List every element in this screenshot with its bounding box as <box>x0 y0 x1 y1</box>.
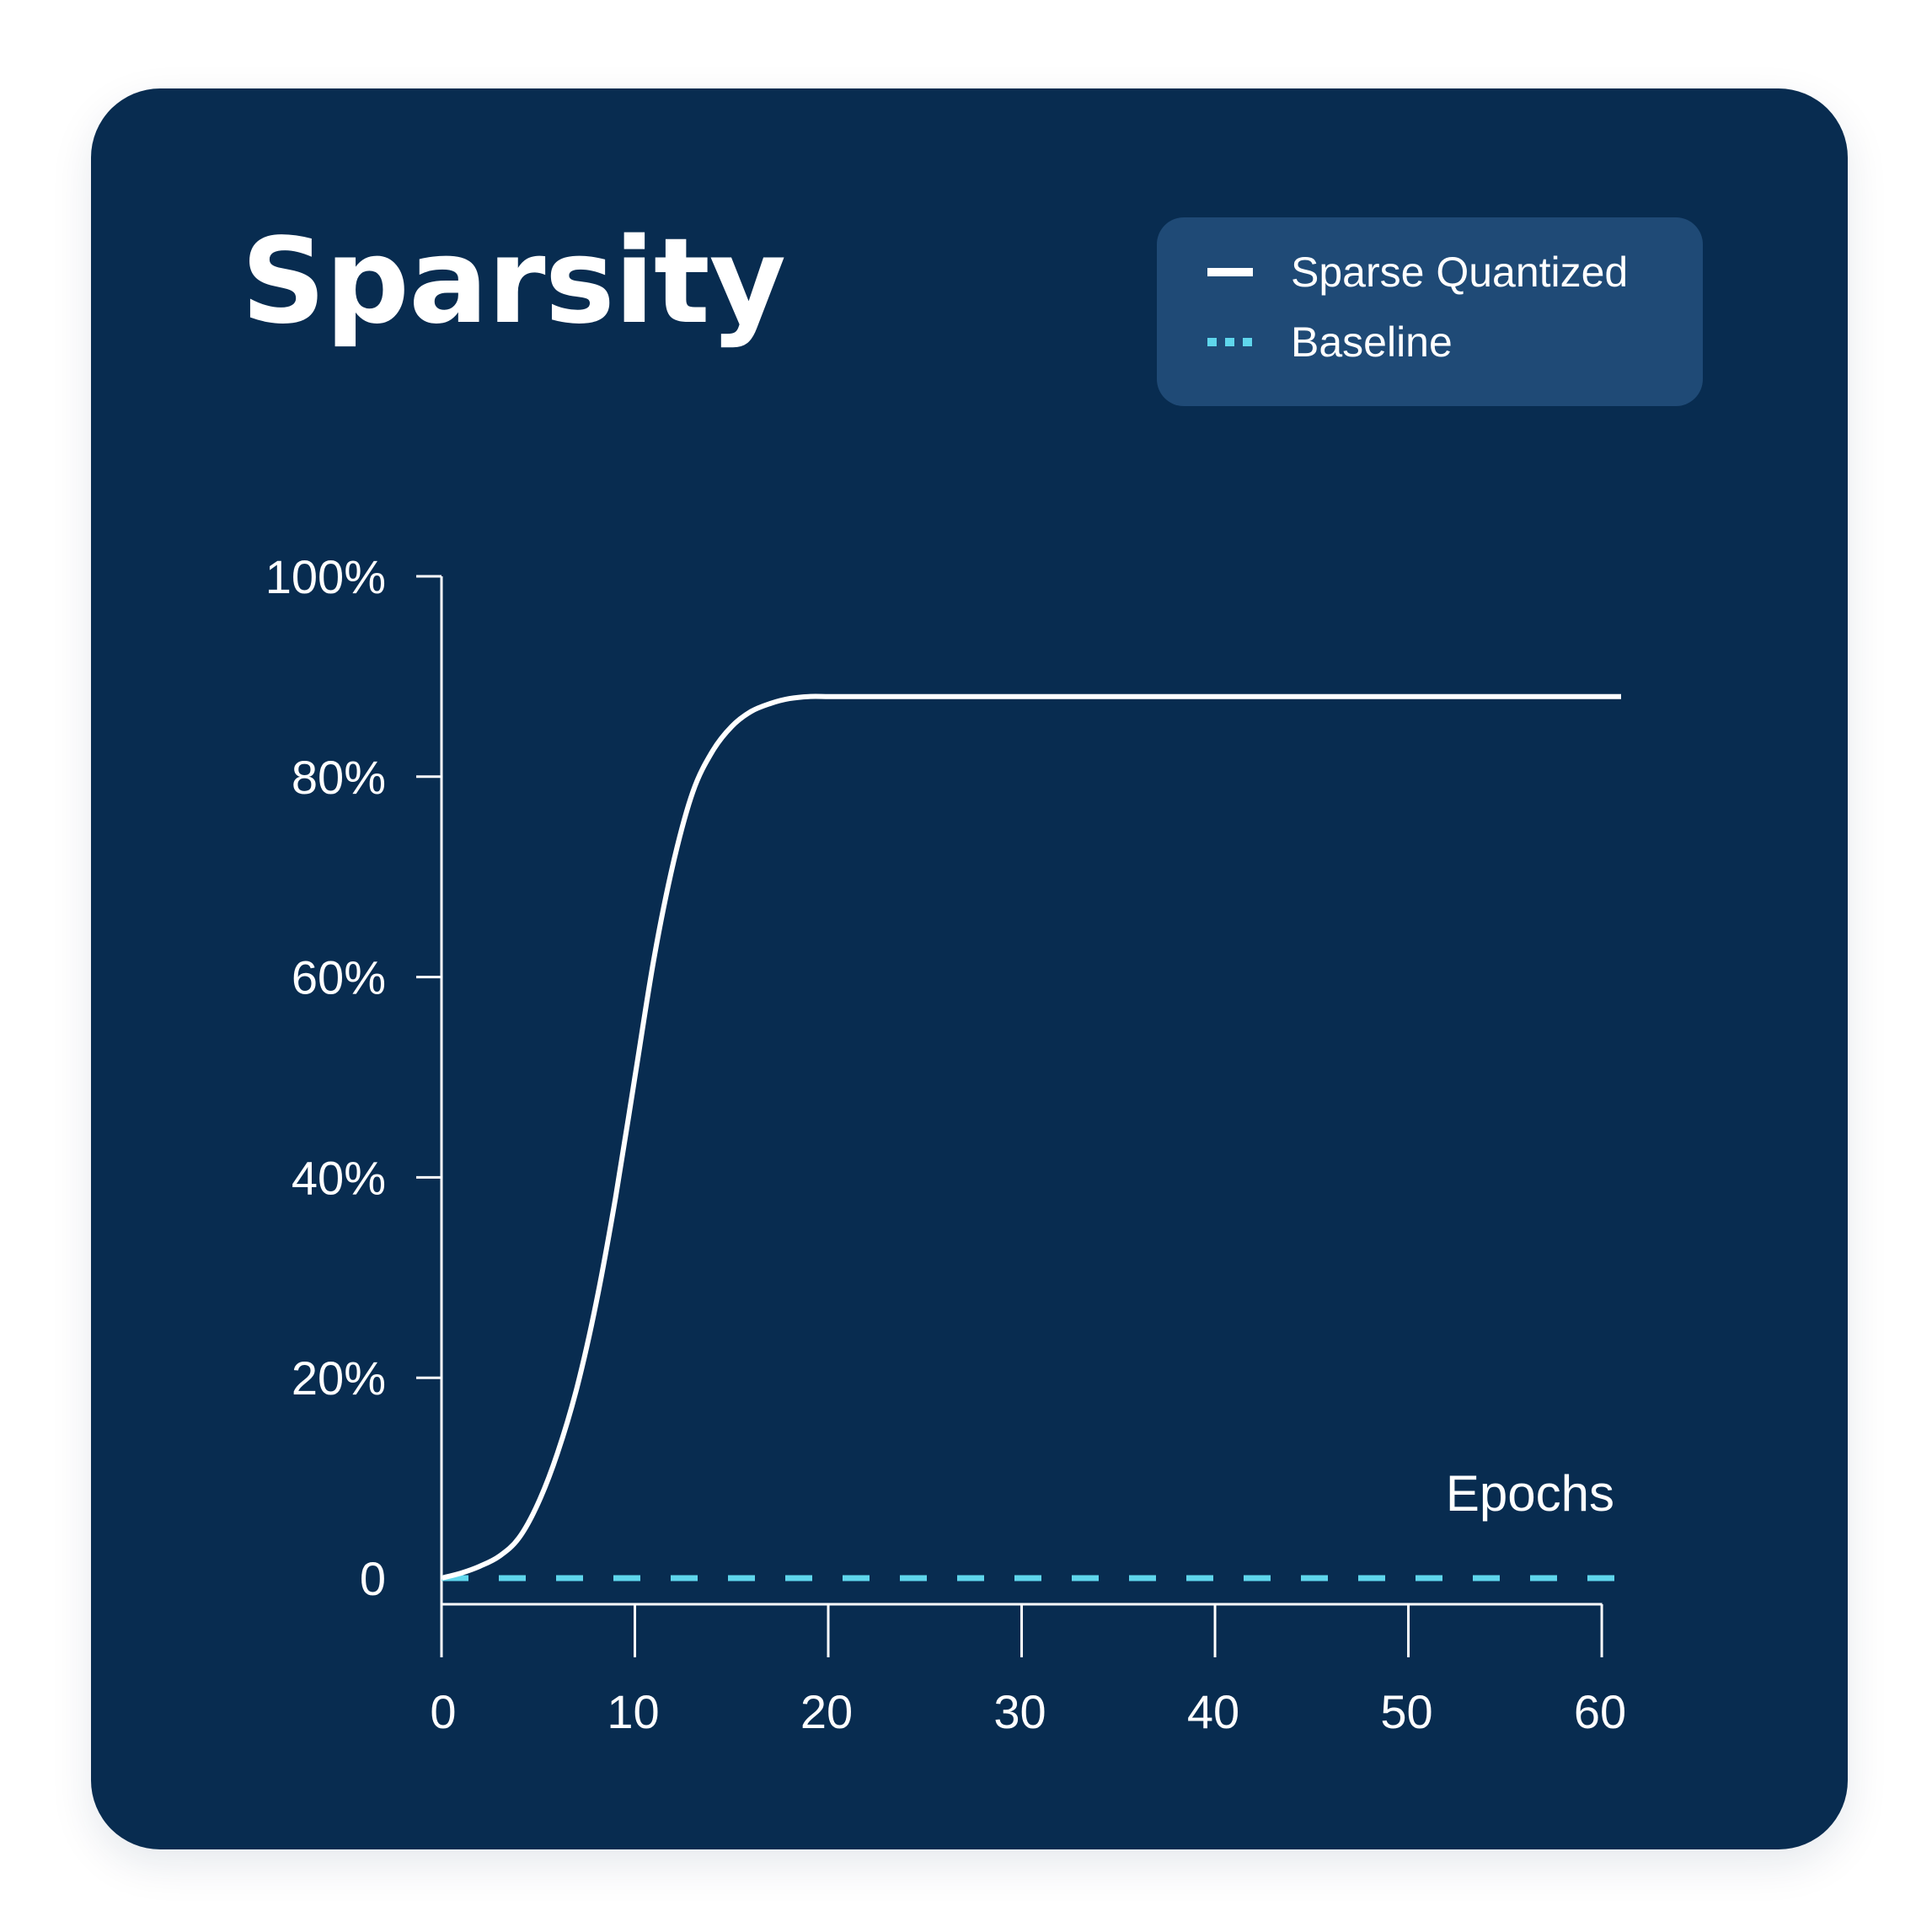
series-line-sparse-quantized <box>441 693 1622 1581</box>
x-tick-label: 30 <box>993 1685 1046 1738</box>
y-tick-label: 60% <box>292 951 386 1004</box>
legend-swatch-solid-line <box>1207 268 1253 276</box>
x-tick-label: 10 <box>607 1685 659 1738</box>
y-tick-label: 20% <box>292 1351 386 1405</box>
x-tick-label: 50 <box>1380 1685 1432 1738</box>
y-tick-label: 0 <box>360 1552 386 1605</box>
line-chart: 0 20% 40% 60% 80% 100% 0 10 20 30 40 50 60 Epochs <box>265 550 1626 1738</box>
x-tick-label: 40 <box>1187 1685 1239 1738</box>
y-tick-label: 100% <box>265 550 386 603</box>
x-tick-label: 20 <box>800 1685 853 1738</box>
x-axis-label: Epochs <box>1446 1465 1614 1522</box>
legend-item-sparse-quantized: Sparse Quantized <box>1207 247 1628 297</box>
chart-title: Sparsity <box>241 213 786 351</box>
legend: Sparse Quantized Baseline <box>1157 217 1703 406</box>
x-tick-label: 0 <box>430 1685 456 1738</box>
series-layer <box>441 693 1622 1581</box>
x-tick-label: 60 <box>1574 1685 1626 1738</box>
legend-label: Baseline <box>1291 318 1453 366</box>
y-tick-label: 40% <box>292 1151 386 1204</box>
legend-swatch-dotted-line <box>1207 338 1253 346</box>
y-tick-label: 80% <box>292 751 386 804</box>
chart-card: Sparsity Sparse Quantized Baseline 0 20% 4… <box>91 88 1848 1849</box>
axes: 0 20% 40% 60% 80% 100% 0 10 20 30 40 50 60 <box>265 550 1626 1738</box>
legend-item-baseline: Baseline <box>1207 317 1453 367</box>
legend-label: Sparse Quantized <box>1291 249 1629 296</box>
